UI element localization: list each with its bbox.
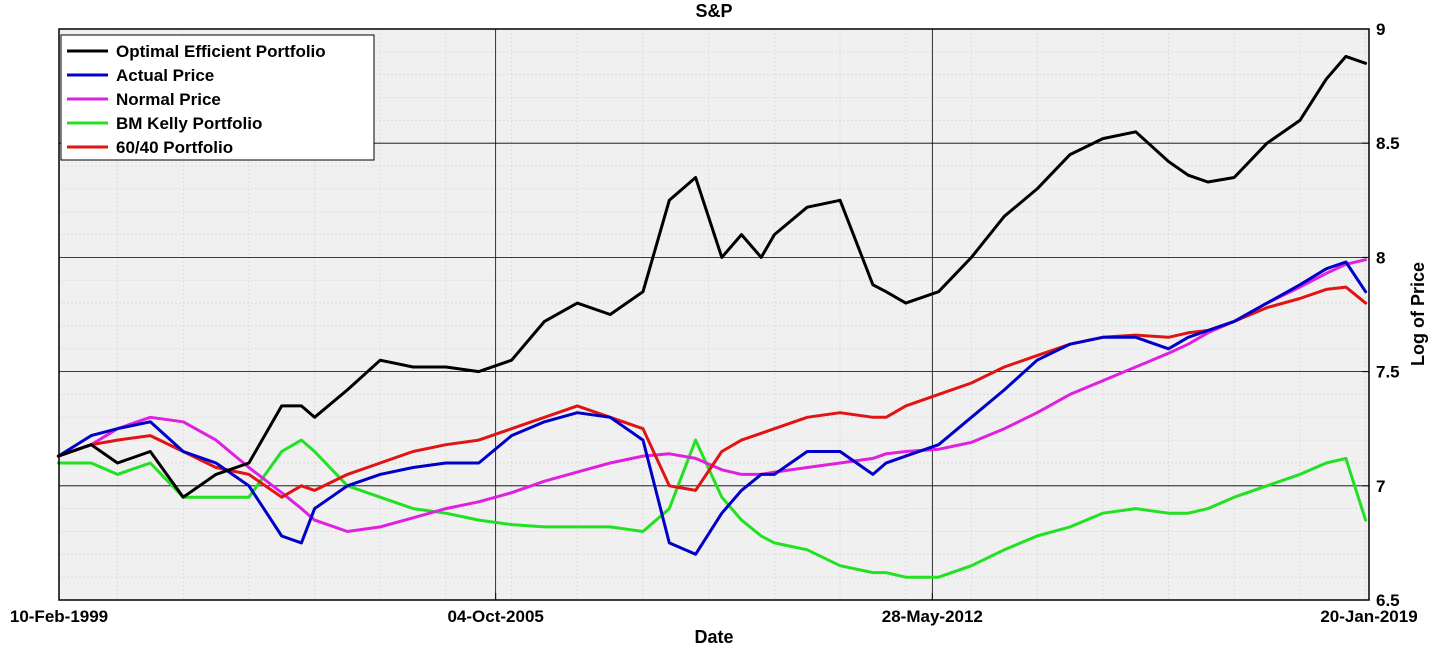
legend-label: Normal Price xyxy=(116,90,221,109)
x-tick-label: 04-Oct-2005 xyxy=(447,607,543,626)
series-line-bm-kelly-portfolio xyxy=(56,438,1368,579)
plot-frame xyxy=(58,28,1370,601)
y-tick-label: 7.5 xyxy=(1376,363,1400,382)
series-line-optimal-efficient-portfolio xyxy=(56,54,1368,499)
x-tick-label: 10-Feb-1999 xyxy=(10,607,108,626)
series-lines xyxy=(56,54,1368,579)
y-axis-label: Log of Price xyxy=(1408,262,1428,366)
y-tick-label: 8.5 xyxy=(1376,134,1400,153)
y-tick-label: 8 xyxy=(1376,248,1385,267)
legend-label: BM Kelly Portfolio xyxy=(116,114,262,133)
x-tick-label: 20-Jan-2019 xyxy=(1320,607,1417,626)
legend-label: Actual Price xyxy=(116,66,214,85)
x-axis-label: Date xyxy=(694,627,733,645)
y-tick-label: 7 xyxy=(1376,477,1385,496)
chart-title: S&P xyxy=(695,1,732,21)
y-tick-label: 6.5 xyxy=(1376,591,1400,610)
y-tick-label: 9 xyxy=(1376,20,1385,39)
y-axis-ticks: 6.5 7 7.5 8 8.5 9 xyxy=(1362,20,1400,610)
x-axis-ticks: 10-Feb-1999 04-Oct-2005 28-May-2012 20-Jan-… xyxy=(10,593,1418,626)
legend-label: Optimal Efficient Portfolio xyxy=(116,42,326,61)
legend-label: 60/40 Portfolio xyxy=(116,138,233,157)
legend: Optimal Efficient Portfolio Actual Price N… xyxy=(60,34,375,161)
series-line-60-40-portfolio xyxy=(56,285,1368,499)
series-line-normal-price xyxy=(56,258,1368,533)
legend-box xyxy=(60,34,375,161)
series-line-actual-price xyxy=(56,260,1368,556)
minor-grid xyxy=(59,28,1369,601)
x-tick-label: 28-May-2012 xyxy=(882,607,983,626)
